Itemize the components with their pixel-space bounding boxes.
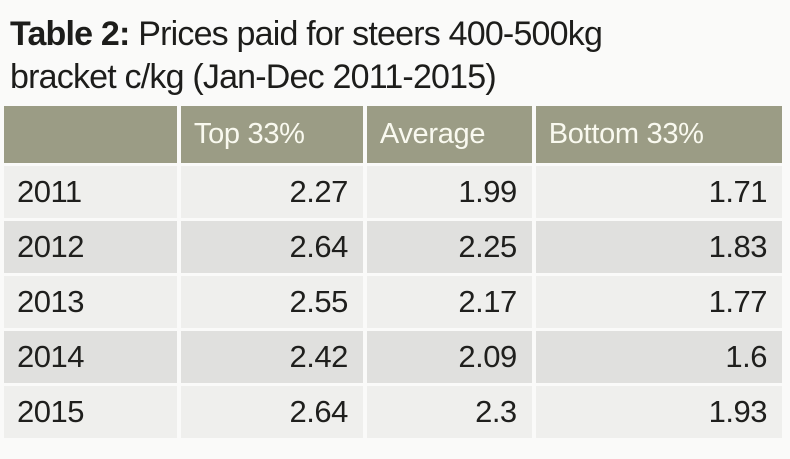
header-cell-bottom33: Bottom 33% [535,106,782,163]
top33-value: 2.55 [180,276,363,328]
header-cell-average: Average [366,106,532,163]
table-title: Table 2: Prices paid for steers 400-500k… [0,0,790,103]
prices-table: Top 33% Average Bottom 33% 2011 2.27 1.9… [0,103,786,441]
top33-value: 2.64 [180,386,363,438]
bottom33-value: 1.77 [535,276,782,328]
year-cell: 2012 [4,221,177,273]
top33-value: 2.27 [180,166,363,218]
table-row: 2014 2.42 2.09 1.6 [4,331,782,383]
table-title-label: Table 2: [10,15,130,53]
bottom33-value: 1.93 [535,386,782,438]
year-cell: 2011 [4,166,177,218]
average-value: 2.3 [366,386,532,438]
header-cell-top33: Top 33% [180,106,363,163]
header-cell-year [4,106,177,163]
header-row: Top 33% Average Bottom 33% [4,106,782,163]
table-title-line1: Prices paid for steers 400-500kg [129,15,603,53]
top33-value: 2.64 [180,221,363,273]
top33-value: 2.42 [180,331,363,383]
bottom33-value: 1.71 [535,166,782,218]
average-value: 2.09 [366,331,532,383]
table-row: 2013 2.55 2.17 1.77 [4,276,782,328]
average-value: 2.25 [366,221,532,273]
bottom33-value: 1.6 [535,331,782,383]
table-row: 2015 2.64 2.3 1.93 [4,386,782,438]
table-row: 2011 2.27 1.99 1.71 [4,166,782,218]
year-cell: 2013 [4,276,177,328]
bottom33-value: 1.83 [535,221,782,273]
average-value: 1.99 [366,166,532,218]
table-row: 2012 2.64 2.25 1.83 [4,221,782,273]
year-cell: 2015 [4,386,177,438]
table-title-line2: bracket c/kg (Jan-Dec 2011-2015) [10,58,497,96]
year-cell: 2014 [4,331,177,383]
average-value: 2.17 [366,276,532,328]
